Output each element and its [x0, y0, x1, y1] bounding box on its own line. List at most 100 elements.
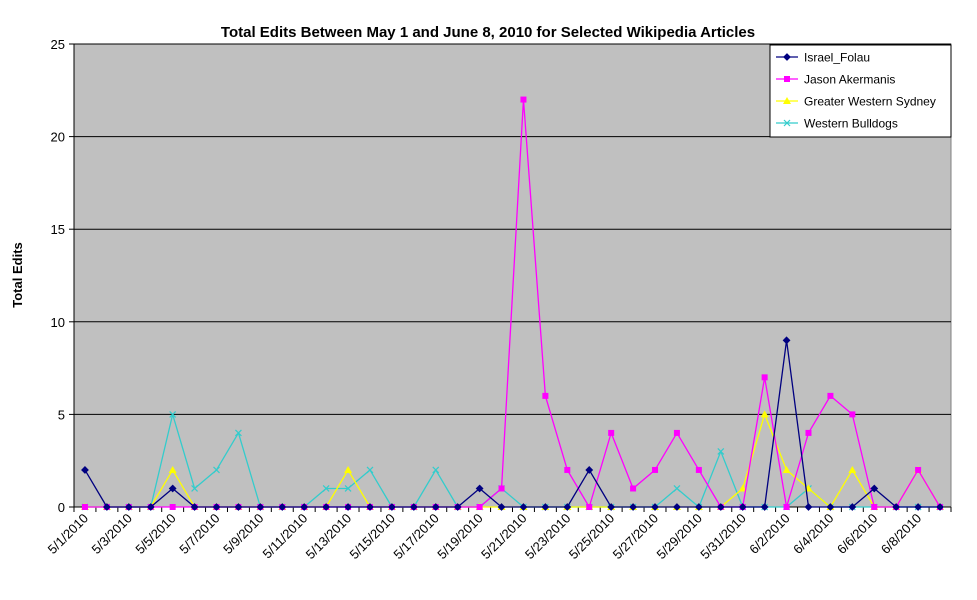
data-point — [432, 466, 440, 474]
data-point — [213, 466, 220, 474]
legend-label: Greater Western Sydney — [804, 95, 936, 109]
series-line — [84, 339, 941, 508]
x-tick-label: 5/11/2010 — [260, 511, 311, 562]
x-tick-label: 5/21/2010 — [478, 511, 530, 563]
data-point — [520, 96, 527, 103]
data-point — [146, 503, 155, 511]
legend-item: Greater Western Sydney — [776, 95, 936, 109]
data-point — [738, 484, 747, 492]
data-point — [738, 503, 747, 511]
legend-item: Jason Akermanis — [776, 73, 895, 87]
data-point — [652, 466, 659, 473]
data-point — [168, 465, 177, 473]
gridlines — [74, 43, 951, 415]
data-point — [541, 503, 550, 511]
data-point — [366, 466, 374, 474]
data-point — [300, 503, 309, 511]
x-tick-label: 5/25/2010 — [566, 511, 618, 563]
data-point — [760, 410, 769, 418]
x-tick-label: 6/2/2010 — [746, 511, 792, 557]
data-point — [892, 503, 901, 511]
data-point — [124, 503, 133, 511]
series-1 — [81, 336, 944, 511]
y-tick-label: 0 — [58, 500, 65, 515]
data-point — [81, 504, 88, 510]
data-point — [190, 503, 199, 511]
data-point — [848, 503, 857, 511]
data-point — [168, 484, 177, 493]
x-tick-label: 5/17/2010 — [390, 511, 442, 563]
x-tick-label: 5/27/2010 — [610, 511, 662, 563]
y-tick-label: 15 — [51, 222, 65, 237]
data-point — [826, 503, 835, 511]
x-tick-label: 5/13/2010 — [303, 511, 355, 563]
legend-marker — [783, 53, 791, 61]
data-point — [388, 503, 396, 511]
data-point — [629, 503, 637, 511]
data-point — [849, 411, 856, 418]
legend-box — [769, 44, 952, 138]
data-point — [476, 504, 483, 510]
data-point — [804, 503, 813, 511]
legend-item: Western Bulldogs — [776, 117, 898, 131]
chart-title: Total Edits Between May 1 and June 8, 20… — [221, 24, 755, 41]
x-tick-label: 5/15/2010 — [347, 511, 399, 563]
data-point — [191, 485, 199, 492]
x-tick-label: 5/1/2010 — [45, 511, 91, 557]
data-point — [431, 503, 440, 511]
x-tick-label: 5/31/2010 — [697, 511, 749, 563]
legend-label: Israel_Folau — [804, 51, 870, 65]
series-line — [84, 413, 941, 508]
y-tick-label: 20 — [51, 130, 65, 145]
data-point — [322, 485, 330, 492]
data-point — [651, 503, 659, 511]
data-point — [827, 392, 834, 399]
data-point — [475, 484, 484, 493]
y-tick-label: 25 — [51, 37, 65, 52]
data-point — [695, 466, 702, 473]
data-point — [344, 465, 353, 473]
data-point — [234, 503, 243, 511]
data-point — [278, 503, 287, 511]
data-point — [717, 448, 725, 455]
data-point — [783, 504, 790, 510]
legend-marker — [783, 97, 791, 104]
legend-label: Jason Akermanis — [804, 73, 895, 87]
data-point — [782, 336, 791, 345]
data-point — [256, 503, 265, 511]
data-point — [453, 503, 462, 511]
data-point — [322, 503, 331, 511]
data-point — [81, 466, 89, 474]
legend-marker — [783, 119, 791, 127]
data-point — [914, 503, 923, 511]
x-tick-label: 6/6/2010 — [834, 511, 880, 557]
x-tick-label: 5/23/2010 — [522, 511, 574, 563]
data-point — [497, 503, 506, 511]
x-tick-label: 5/7/2010 — [176, 511, 222, 557]
legend-item: Israel_Folau — [776, 51, 870, 65]
data-point — [344, 503, 352, 511]
data-point — [870, 484, 879, 493]
data-point — [805, 429, 812, 436]
x-tick-labels: 5/1/20105/3/20105/5/20105/7/20105/9/2010… — [45, 507, 952, 563]
data-point — [760, 503, 769, 511]
x-tick-label: 5/29/2010 — [653, 511, 705, 563]
data-point — [169, 504, 176, 510]
data-point — [498, 485, 505, 492]
data-point — [694, 503, 703, 511]
data-point — [542, 392, 549, 399]
data-point — [673, 429, 680, 436]
data-point — [366, 503, 374, 511]
data-point — [586, 504, 593, 510]
data-point — [564, 466, 571, 473]
data-point — [344, 485, 352, 492]
data-point — [212, 503, 221, 511]
data-point — [169, 410, 177, 418]
y-axis-label: Total Edits — [10, 242, 25, 307]
legend-label: Western Bulldogs — [804, 117, 898, 131]
y-tick-labels: 0 5 10 15 20 25 — [51, 37, 74, 515]
data-point — [235, 429, 242, 437]
data-point — [630, 485, 637, 492]
x-tick-label: 6/8/2010 — [878, 511, 924, 557]
data-point — [936, 503, 944, 511]
